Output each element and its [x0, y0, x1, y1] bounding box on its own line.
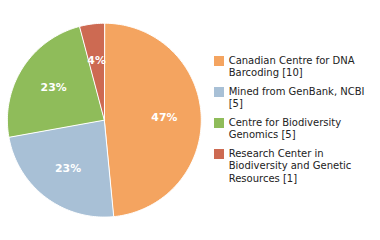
svg-text:23%: 23%: [41, 82, 67, 95]
html-text:Canadian Centre for DNA Barcod: Canadian Centre for DNA Barcoding [10]: [228, 54, 355, 79]
svg-text:47%: 47%: [151, 111, 177, 124]
svg-text:4%: 4%: [87, 54, 106, 67]
html-text:Mined from GenBank, NCBI [5]: Mined from GenBank, NCBI [5]: [228, 85, 365, 110]
html-text:Centre for Biodiversity Genomi: Centre for Biodiversity Genomics [5]: [228, 116, 342, 141]
html-text:Research Center in Biodiversit: Research Center in Biodiversity and Gene…: [228, 147, 352, 184]
svg-text:23%: 23%: [55, 162, 81, 175]
